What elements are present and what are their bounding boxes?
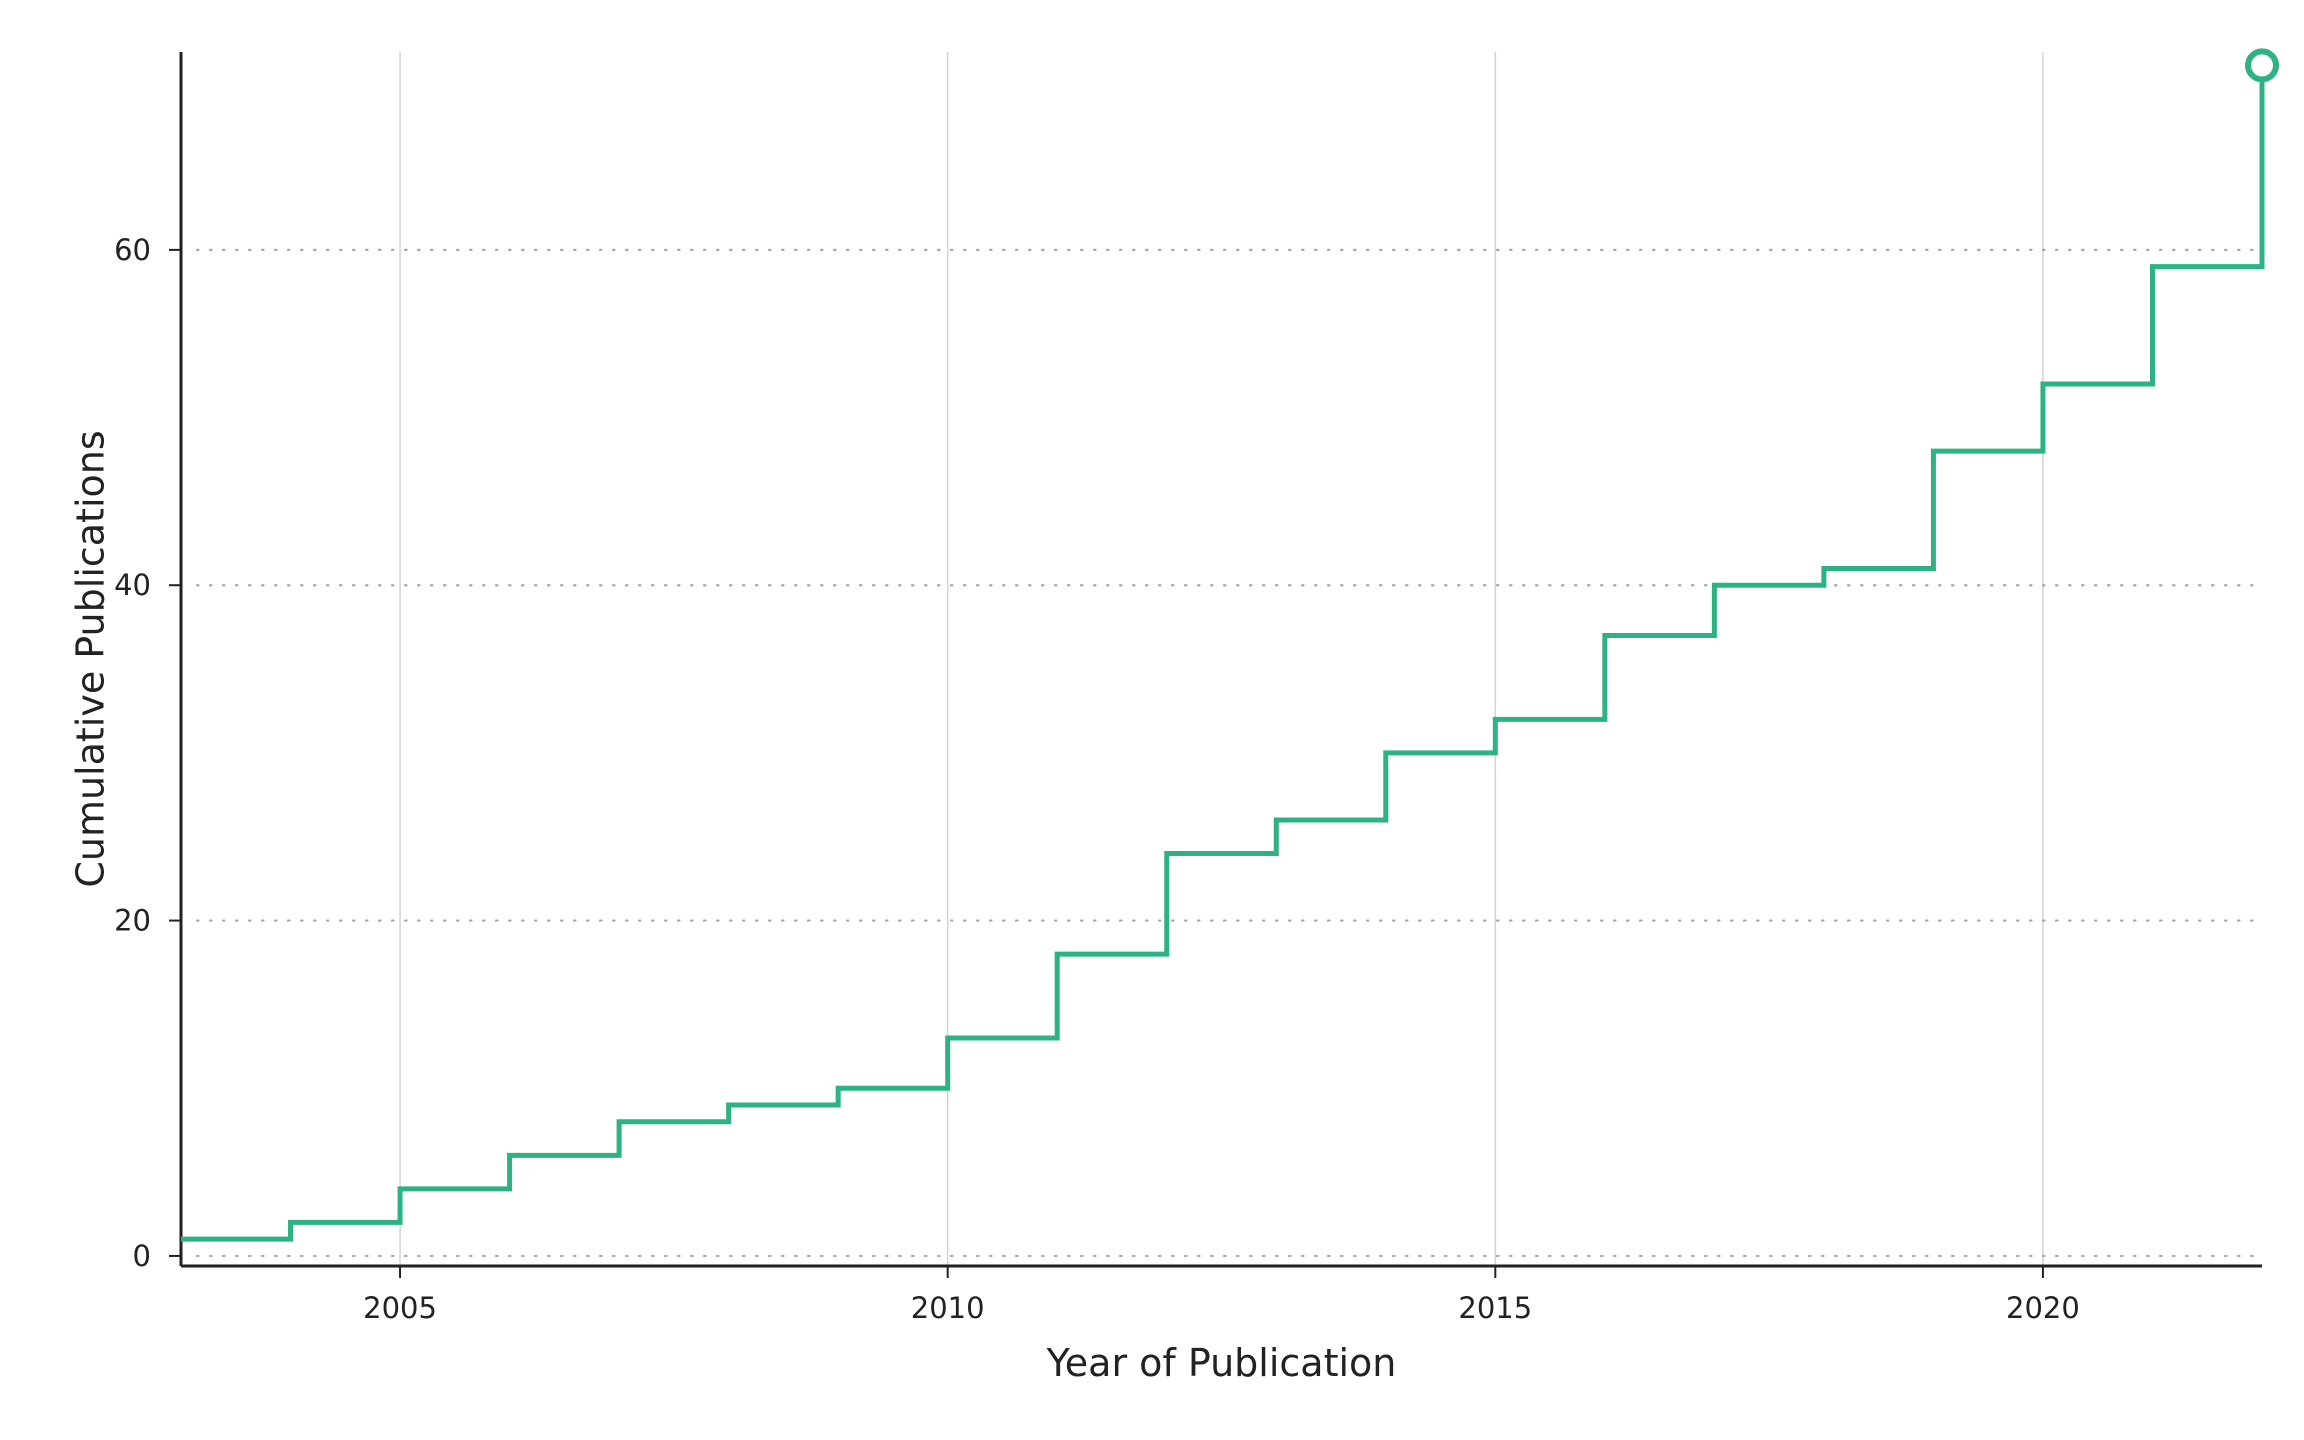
series-step-line bbox=[181, 65, 2265, 1242]
y-tick-label-60: 60 bbox=[114, 233, 151, 267]
series-layer bbox=[181, 48, 2279, 1242]
x-tick-label-2010: 2010 bbox=[911, 1291, 985, 1325]
y-axis-ticks: 0 20 40 60 bbox=[114, 233, 181, 1273]
x-tick-label-2020: 2020 bbox=[2006, 1291, 2080, 1325]
x-tick-label-2015: 2015 bbox=[1458, 1291, 1532, 1325]
y-tick-label-40: 40 bbox=[114, 568, 151, 602]
x-axis-title: Year of Publication bbox=[1046, 1341, 1397, 1385]
x-tick-label-2005: 2005 bbox=[363, 1291, 437, 1325]
y-axis-title: Cumulative Publications bbox=[68, 430, 112, 887]
y-tick-label-20: 20 bbox=[114, 904, 151, 938]
x-gridlines bbox=[399, 52, 2044, 1266]
end-point-marker bbox=[2245, 48, 2279, 83]
y-gridlines bbox=[195, 248, 2264, 1258]
y-tick-label-0: 0 bbox=[133, 1239, 151, 1273]
axes bbox=[179, 52, 2262, 1268]
x-axis-ticks: 2005 2010 2015 2020 bbox=[363, 1266, 2080, 1325]
